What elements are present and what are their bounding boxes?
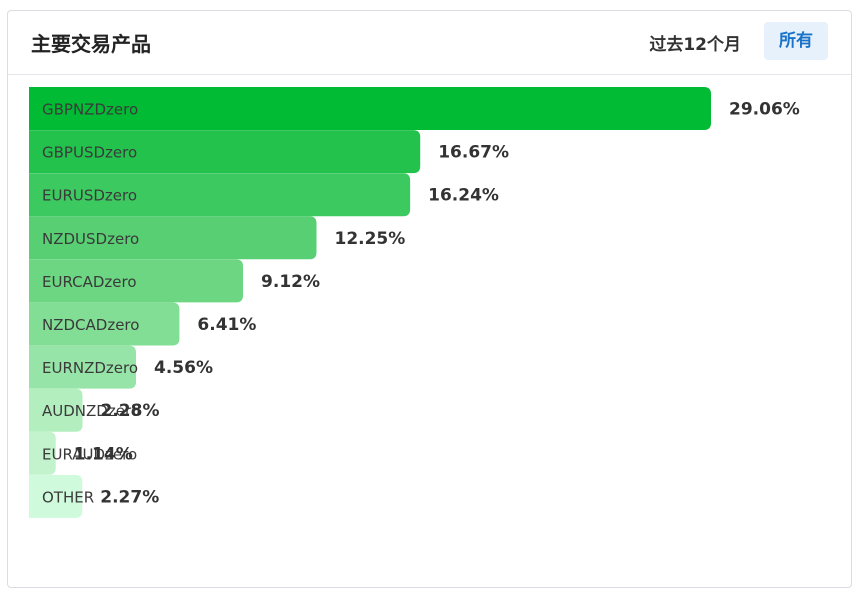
bar-value-label: 1.14%	[74, 444, 133, 464]
card-header: 主要交易产品 过去12个月 所有	[8, 11, 851, 75]
bar-category-label: GBPUSDzero	[42, 144, 137, 162]
all-filter-button[interactable]: 所有	[764, 22, 828, 60]
bar-category-label: NZDUSDzero	[42, 230, 139, 248]
period-label: 过去12个月	[649, 35, 741, 55]
bar	[29, 431, 56, 475]
bar	[29, 302, 180, 346]
card-title: 主要交易产品	[31, 32, 151, 56]
bar-value-label: 4.56%	[154, 358, 213, 378]
bar-value-label: 6.41%	[197, 315, 256, 335]
bar-category-label: NZDCADzero	[42, 316, 139, 334]
bar	[29, 130, 421, 174]
bar-value-label: 2.27%	[100, 487, 159, 507]
bar-category-label: AUDNZDzero	[42, 402, 140, 420]
bar	[29, 259, 244, 303]
bar	[29, 173, 411, 217]
bar-row: OTHER 2.27%	[29, 474, 159, 518]
bar-value-label: 16.24%	[428, 186, 499, 206]
bar-row: NZDCADzero 6.41%	[29, 302, 256, 346]
bar-category-label: GBPNZDzero	[42, 101, 138, 119]
bar	[29, 87, 711, 130]
bar-row: NZDUSDzero 12.25%	[29, 216, 405, 260]
bar-category-label: OTHER	[42, 488, 94, 506]
bar	[29, 474, 83, 518]
bar	[29, 216, 317, 260]
bar-row: GBPUSDzero 16.67%	[29, 130, 509, 174]
bar-row: EURCADzero 9.12%	[29, 259, 320, 303]
bar-value-label: 16.67%	[438, 143, 509, 163]
bar-category-label: EURCADzero	[42, 273, 137, 291]
bar	[29, 388, 83, 432]
bar-value-label: 2.28%	[101, 401, 160, 421]
bar	[29, 345, 137, 389]
bar-row: EURUSDzero 16.24%	[29, 173, 499, 217]
bar-value-label: 29.06%	[729, 100, 800, 120]
bar-row: EURNZDzero 4.56%	[29, 345, 213, 389]
bar-value-label: 9.12%	[261, 272, 320, 292]
bar-category-label: EURNZDzero	[42, 359, 138, 377]
bar-value-label: 12.25%	[334, 229, 405, 249]
bar-row: GBPNZDzero 29.06%	[29, 87, 800, 130]
bar-category-label: EURAUDzero	[42, 445, 137, 463]
bar-category-label: EURUSDzero	[42, 187, 137, 205]
